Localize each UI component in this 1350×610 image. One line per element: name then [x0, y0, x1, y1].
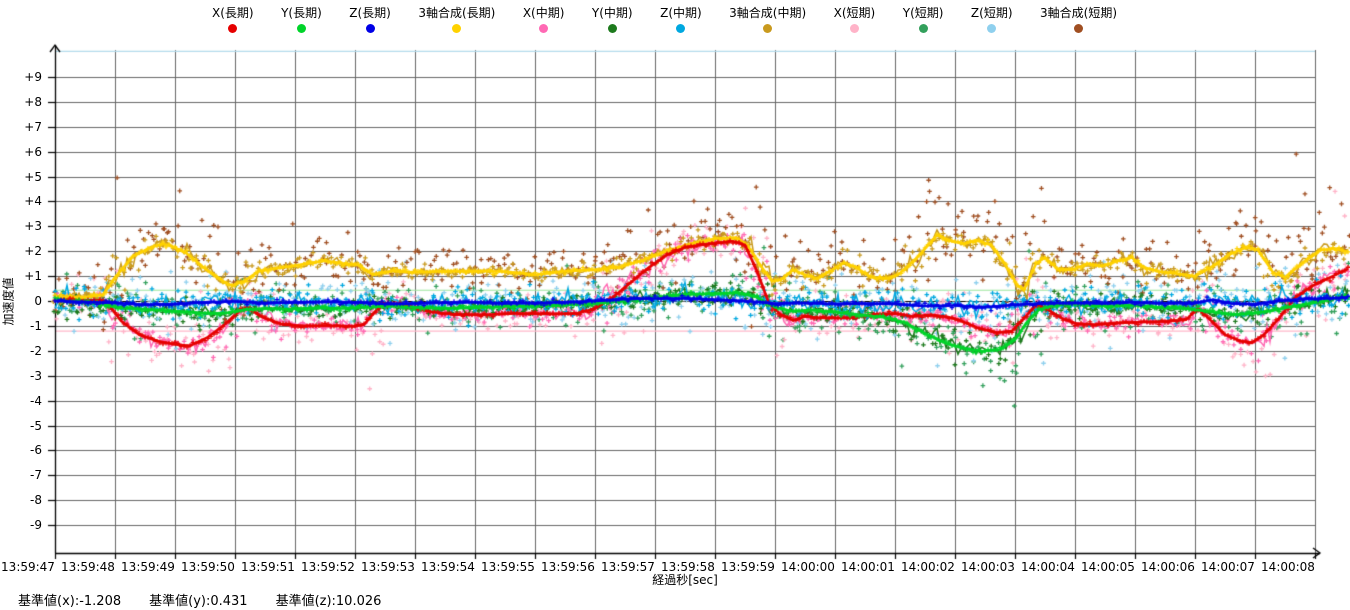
reference-values-footer: 基準値(x):-1.208 基準値(y):0.431 基準値(z):10.026 — [18, 590, 381, 609]
x-tick-label: 13:59:50 — [181, 560, 235, 574]
legend-color-dot — [607, 24, 617, 33]
y-tick-label: -8 — [30, 493, 42, 508]
x-tick-label: 13:59:55 — [481, 560, 535, 574]
legend-item: Y(中期) — [592, 7, 633, 33]
x-tick-label: 13:59:48 — [61, 560, 115, 574]
legend-label: 3軸合成(中期) — [729, 6, 807, 20]
legend-item: Y(長期) — [281, 7, 322, 33]
y-tick-label: +9 — [24, 69, 42, 84]
x-tick-label: 14:00:02 — [901, 560, 955, 574]
x-tick-label: 14:00:03 — [961, 560, 1015, 574]
y-tick-label: +2 — [24, 244, 42, 259]
reference-value-x: 基準値(x):-1.208 — [18, 594, 122, 609]
legend-color-dot — [296, 24, 306, 33]
legend-item: Z(長期) — [349, 7, 391, 33]
x-tick-label: 13:59:59 — [721, 560, 775, 574]
legend-item: 3軸合成(中期) — [729, 7, 806, 33]
legend-item: 3軸合成(短期) — [1040, 7, 1117, 33]
x-tick-label: 13:59:52 — [301, 560, 355, 574]
x-tick-label: 13:59:53 — [361, 560, 415, 574]
legend-label: Z(短期) — [970, 6, 1013, 20]
legend-item: Z(短期) — [971, 7, 1013, 33]
x-tick-label: 14:00:00 — [781, 560, 835, 574]
y-tick-label: +1 — [24, 269, 42, 284]
x-tick-label: 13:59:57 — [601, 560, 655, 574]
y-tick-label: -2 — [30, 343, 42, 358]
y-tick-label: +3 — [24, 219, 42, 234]
y-tick-label: +4 — [24, 194, 42, 209]
legend-item: X(長期) — [212, 7, 254, 33]
y-tick-label: -7 — [30, 468, 42, 483]
legend-label: X(中期) — [522, 6, 565, 20]
legend-label: 3軸合成(長期) — [418, 6, 496, 20]
legend-color-dot — [987, 24, 997, 33]
legend-color-dot — [676, 24, 686, 33]
x-tick-label: 14:00:08 — [1261, 560, 1315, 574]
reference-value-z: 基準値(z):10.026 — [275, 594, 382, 609]
x-tick-label: 13:59:54 — [421, 560, 475, 574]
x-axis-title: 経過秒[sec] — [652, 573, 718, 587]
y-tick-label: +7 — [24, 119, 42, 134]
x-tick-label: 13:59:51 — [241, 560, 295, 574]
y-tick-label: +8 — [24, 94, 42, 109]
y-tick-label: -9 — [30, 518, 42, 533]
y-tick-label: +6 — [24, 144, 42, 159]
legend-label: Z(長期) — [349, 6, 391, 20]
legend-label: Y(短期) — [902, 6, 944, 20]
legend-color-dot — [918, 24, 928, 33]
x-tick-label: 13:59:58 — [661, 560, 715, 574]
y-tick-label: -4 — [30, 393, 42, 408]
x-tick-label: 14:00:07 — [1201, 560, 1255, 574]
legend-color-dot — [763, 24, 773, 33]
y-axis-title: 加速度値 — [1, 277, 16, 326]
legend-item: Z(中期) — [660, 7, 702, 33]
legend-color-dot — [452, 24, 462, 33]
legend-label: Y(中期) — [591, 6, 633, 20]
x-tick-label: 13:59:47 — [1, 560, 55, 574]
y-tick-label: -3 — [30, 368, 42, 383]
x-tick-label: 14:00:04 — [1021, 560, 1075, 574]
legend-label: X(長期) — [212, 6, 254, 20]
legend-label: Z(中期) — [660, 6, 702, 20]
legend-item: X(中期) — [522, 6, 565, 33]
y-tick-label: -1 — [30, 318, 42, 333]
x-tick-label: 13:59:49 — [121, 560, 175, 574]
x-tick-label: 13:59:56 — [541, 560, 595, 574]
x-tick-label: 14:00:06 — [1141, 560, 1195, 574]
legend-label: Y(長期) — [281, 6, 322, 20]
legend-item: Y(短期) — [902, 6, 944, 33]
x-tick-label: 14:00:05 — [1081, 560, 1135, 574]
legend-color-dot — [365, 24, 375, 33]
reference-value-y: 基準値(y):0.431 — [149, 594, 248, 609]
legend-color-dot — [539, 24, 549, 33]
legend-label: 3軸合成(短期) — [1040, 6, 1117, 20]
x-tick-label: 14:00:01 — [841, 560, 895, 574]
y-tick-label: 0 — [34, 294, 42, 308]
legend-label: X(短期) — [833, 6, 876, 20]
y-tick-label: +5 — [24, 169, 42, 184]
legend-color-dot — [228, 24, 238, 33]
y-tick-label: -6 — [30, 443, 42, 458]
legend-item: X(短期) — [833, 6, 876, 33]
legend-item: 3軸合成(長期) — [418, 7, 495, 33]
legend: X(長期) Y(長期) Z(長期) 3軸合成(長期) X(中期) Y(中期) Z(中期) 3軸… — [212, 7, 1117, 33]
legend-color-dot — [849, 24, 859, 33]
y-tick-label: -5 — [30, 418, 42, 433]
legend-color-dot — [1074, 24, 1083, 33]
